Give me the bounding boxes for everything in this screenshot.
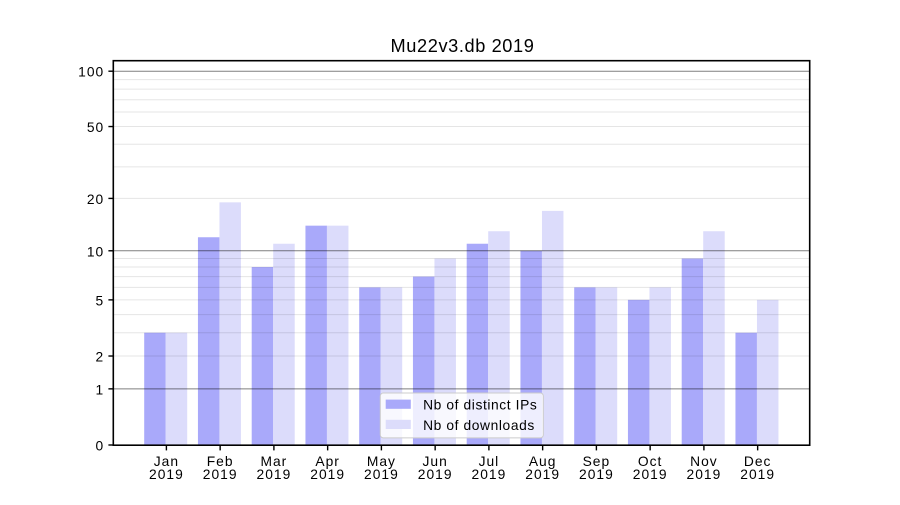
svg-text:Mu22v3.db 2019: Mu22v3.db 2019 [391,36,535,56]
svg-text:Oct: Oct [638,454,662,469]
svg-text:2019: 2019 [687,467,722,482]
svg-text:Jan: Jan [154,454,179,469]
svg-text:Jul: Jul [479,454,500,469]
svg-text:1: 1 [96,382,105,397]
svg-text:Nov: Nov [690,454,718,469]
svg-text:May: May [367,454,396,469]
svg-text:Nb of downloads: Nb of downloads [423,418,535,433]
svg-text:Dec: Dec [744,454,772,469]
svg-text:2019: 2019 [364,467,399,482]
svg-text:Sep: Sep [583,454,611,469]
svg-text:Feb: Feb [207,454,234,469]
svg-text:2019: 2019 [579,467,614,482]
svg-text:0: 0 [96,439,105,454]
svg-text:2019: 2019 [472,467,507,482]
svg-text:Apr: Apr [315,454,339,469]
svg-text:2019: 2019 [310,467,345,482]
svg-text:2019: 2019 [257,467,292,482]
svg-text:2019: 2019 [149,467,184,482]
svg-text:2: 2 [96,350,105,365]
svg-text:5: 5 [96,293,105,308]
svg-text:2019: 2019 [525,467,560,482]
svg-text:20: 20 [87,192,104,207]
svg-text:2019: 2019 [418,467,453,482]
svg-text:10: 10 [87,244,104,259]
svg-text:2019: 2019 [203,467,238,482]
svg-text:2019: 2019 [633,467,668,482]
svg-text:Mar: Mar [261,454,288,469]
svg-text:2019: 2019 [740,467,775,482]
svg-text:100: 100 [78,65,104,80]
svg-text:Jun: Jun [423,454,448,469]
svg-text:Nb of distinct IPs: Nb of distinct IPs [423,398,537,413]
svg-text:Aug: Aug [529,454,557,469]
svg-text:50: 50 [87,120,104,135]
